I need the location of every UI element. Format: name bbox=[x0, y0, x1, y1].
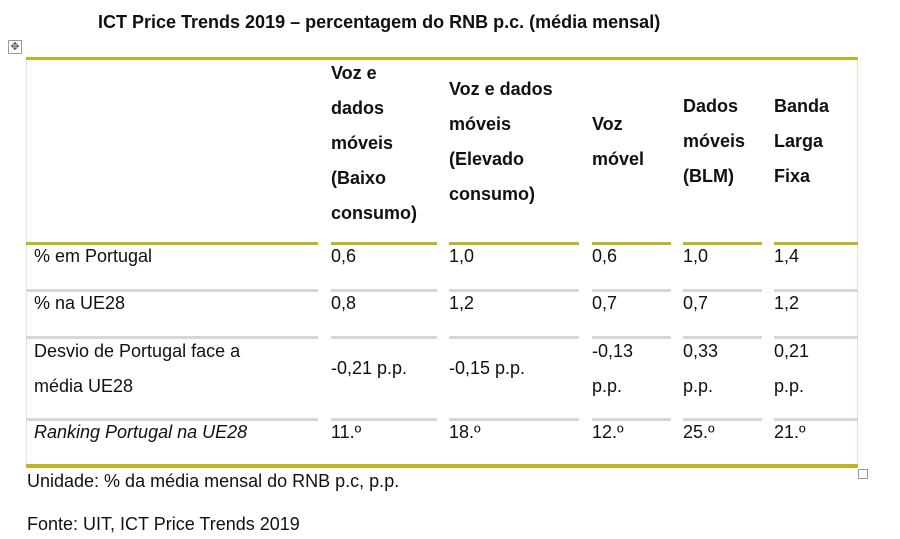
header-line: dados bbox=[331, 98, 385, 118]
table-cell: 0,33 p.p. bbox=[683, 334, 718, 404]
table-cell: 0,8 bbox=[331, 293, 357, 313]
header-line: móveis bbox=[683, 131, 746, 151]
row-label-ue28: % na UE28 bbox=[34, 293, 126, 313]
unit-note: Unidade: % da média mensal do RNB p.c, p… bbox=[27, 471, 400, 491]
row-rule bbox=[774, 418, 858, 421]
row-rule bbox=[331, 289, 437, 292]
table-move-handle-icon[interactable]: ✥ bbox=[8, 40, 22, 54]
table-cell: 1,0 bbox=[683, 246, 709, 266]
header-voz-dados-baixo: Voz e dados móveis (Baixo consumo) bbox=[331, 56, 417, 231]
table-cell: 25.º bbox=[683, 422, 715, 442]
header-line: Fixa bbox=[774, 166, 811, 186]
row-rule bbox=[592, 418, 671, 421]
price-table bbox=[26, 58, 858, 466]
header-line: (Elevado bbox=[449, 149, 525, 169]
header-line: móveis bbox=[331, 133, 394, 153]
row-rule bbox=[774, 289, 858, 292]
row-rule bbox=[683, 418, 762, 421]
row-rule bbox=[26, 336, 318, 339]
cell-line: 0,21 bbox=[774, 341, 810, 361]
header-line: Voz e bbox=[331, 63, 377, 83]
table-cell: 0,6 bbox=[592, 246, 618, 266]
cell-line: -0,13 bbox=[592, 341, 634, 361]
header-line: Voz e dados bbox=[449, 79, 553, 99]
header-line: (Baixo bbox=[331, 168, 387, 188]
table-cell: 21.º bbox=[774, 422, 806, 442]
table-cell: -0,21 p.p. bbox=[331, 358, 408, 378]
header-dados-moveis: Dados móveis (BLM) bbox=[683, 89, 745, 194]
header-voz-movel: Voz móvel bbox=[592, 107, 644, 177]
header-voz-dados-elevado: Voz e dados móveis (Elevado consumo) bbox=[449, 72, 553, 212]
table-cell: 0,21 p.p. bbox=[774, 334, 809, 404]
header-line: (BLM) bbox=[683, 166, 734, 186]
row-rule bbox=[774, 336, 858, 339]
cell-line: p.p. bbox=[774, 376, 805, 396]
table-cell: 1,4 bbox=[774, 246, 800, 266]
row-rule bbox=[331, 418, 437, 421]
table-cell: 1,2 bbox=[449, 293, 475, 313]
header-line: Voz bbox=[592, 114, 623, 134]
table-cell: 1,2 bbox=[774, 293, 800, 313]
label-line: média UE28 bbox=[34, 376, 134, 396]
header-line: Larga bbox=[774, 131, 824, 151]
table-cell: 11.º bbox=[331, 422, 362, 442]
row-label-ranking: Ranking Portugal na UE28 bbox=[34, 422, 248, 442]
header-line: consumo) bbox=[449, 184, 536, 204]
table-cell: -0,15 p.p. bbox=[449, 358, 526, 378]
header-line: Dados bbox=[683, 96, 739, 116]
table-cell: 0,7 bbox=[592, 293, 618, 313]
table-cell: 18.º bbox=[449, 422, 481, 442]
row-rule bbox=[26, 242, 318, 245]
document-title: ICT Price Trends 2019 – percentagem do R… bbox=[98, 12, 661, 32]
row-rule bbox=[449, 242, 579, 245]
table-bottom-rule bbox=[26, 464, 858, 468]
table-cell: 0,6 bbox=[331, 246, 357, 266]
cell-line: p.p. bbox=[683, 376, 714, 396]
source-note: Fonte: UIT, ICT Price Trends 2019 bbox=[27, 514, 300, 534]
row-rule bbox=[449, 289, 579, 292]
cell-line: p.p. bbox=[592, 376, 623, 396]
row-rule bbox=[683, 289, 762, 292]
row-rule bbox=[683, 336, 762, 339]
table-cell: 1,0 bbox=[449, 246, 475, 266]
table-resize-handle-icon[interactable] bbox=[858, 469, 868, 479]
row-rule bbox=[774, 242, 858, 245]
table-cell: 0,7 bbox=[683, 293, 709, 313]
row-rule bbox=[592, 242, 671, 245]
row-rule bbox=[449, 418, 579, 421]
row-rule bbox=[592, 289, 671, 292]
row-rule bbox=[592, 336, 671, 339]
cell-line: 0,33 bbox=[683, 341, 719, 361]
row-label-portugal: % em Portugal bbox=[34, 246, 153, 266]
table-cell: -0,13 p.p. bbox=[592, 334, 633, 404]
table-top-rule bbox=[26, 57, 858, 60]
row-rule bbox=[331, 242, 437, 245]
row-rule bbox=[683, 242, 762, 245]
row-rule bbox=[331, 336, 437, 339]
label-line: Desvio de Portugal face a bbox=[34, 341, 241, 361]
row-rule bbox=[26, 289, 318, 292]
row-rule bbox=[26, 418, 318, 421]
table-cell: 12.º bbox=[592, 422, 624, 442]
header-line: móveis bbox=[449, 114, 512, 134]
header-line: Banda bbox=[774, 96, 830, 116]
row-rule bbox=[449, 336, 579, 339]
header-banda-larga-fixa: Banda Larga Fixa bbox=[774, 89, 829, 194]
row-label-desvio: Desvio de Portugal face a média UE28 bbox=[34, 334, 240, 404]
header-line: móvel bbox=[592, 149, 645, 169]
header-line: consumo) bbox=[331, 203, 418, 223]
